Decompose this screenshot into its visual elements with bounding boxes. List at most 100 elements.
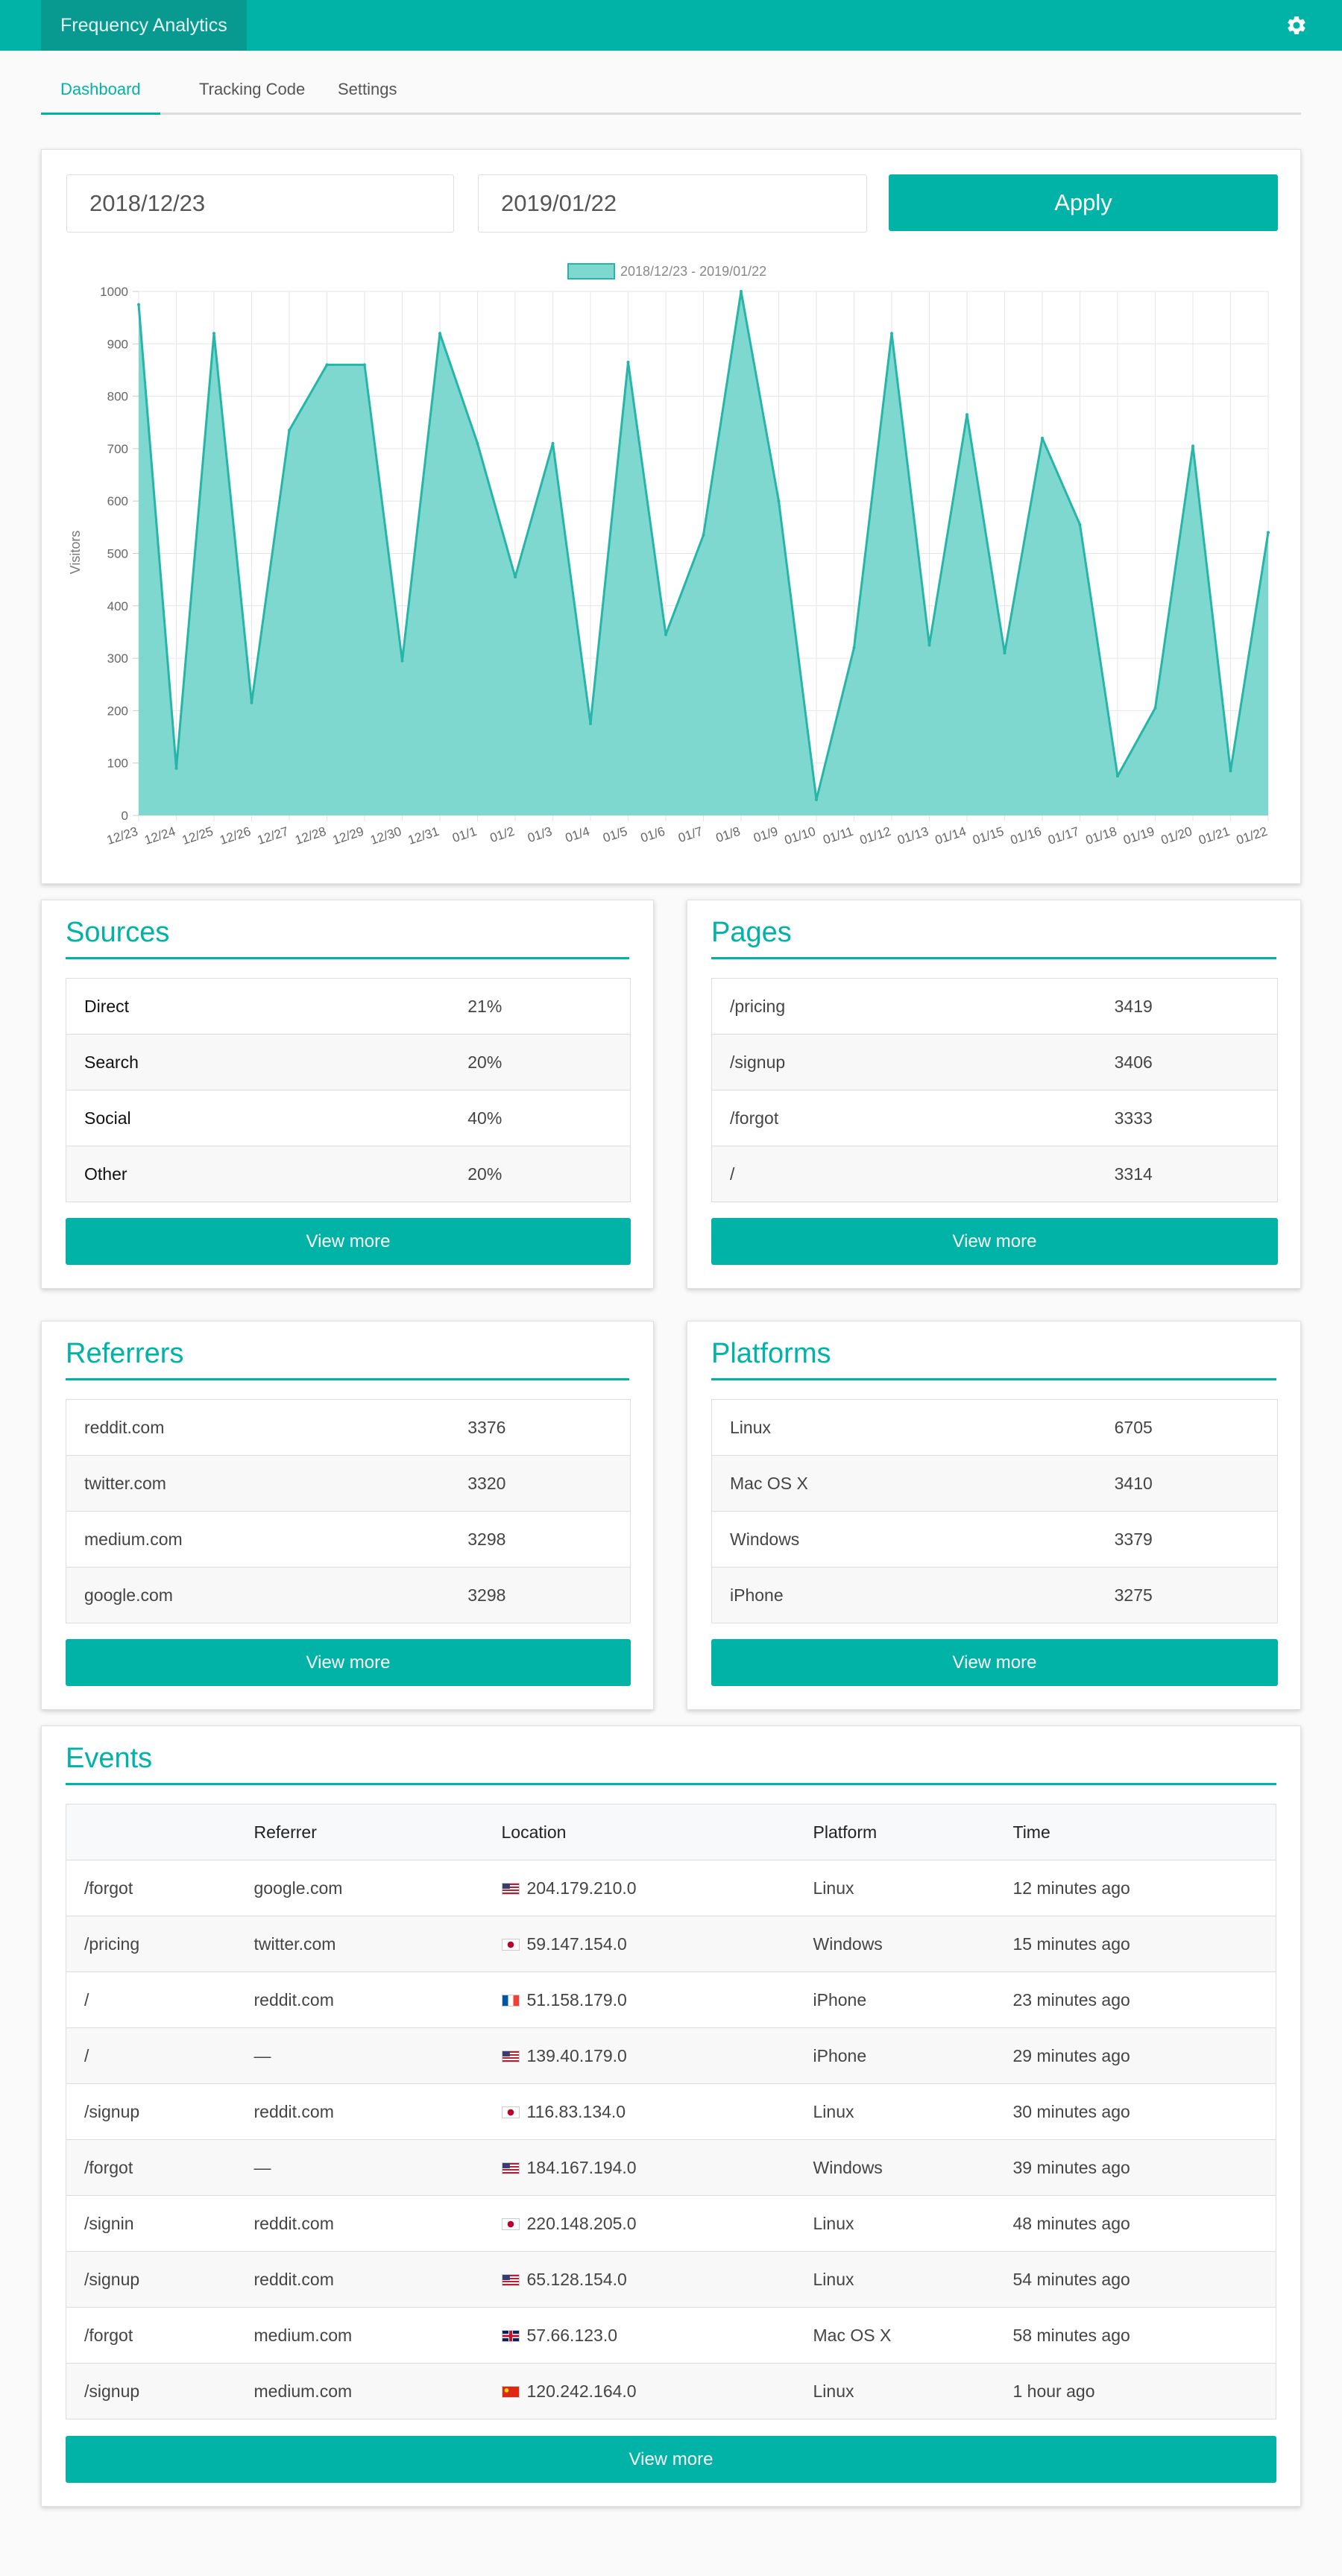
data-point[interactable] <box>250 701 253 704</box>
row-value: 3406 <box>1096 1034 1278 1090</box>
data-point[interactable] <box>702 533 705 537</box>
apply-button[interactable]: Apply <box>889 174 1278 231</box>
event-location: 57.66.123.0 <box>483 2307 796 2364</box>
y-tick-label: 500 <box>107 547 128 561</box>
y-tick-label: 400 <box>107 599 128 613</box>
data-point[interactable] <box>965 413 968 417</box>
sources-title-rule <box>66 957 629 959</box>
data-point[interactable] <box>1116 774 1119 778</box>
x-tick-label: 12/30 <box>368 824 403 847</box>
legend-label[interactable]: 2018/12/23 - 2019/01/22 <box>620 264 766 279</box>
events-view-more-button[interactable]: View more <box>66 2436 1276 2483</box>
data-point[interactable] <box>438 332 441 335</box>
x-tick-label: 01/22 <box>1235 824 1269 847</box>
data-point[interactable] <box>664 633 667 637</box>
table-row[interactable]: /forgot — 184.167.194.0 Windows 39 minutes a… <box>66 2139 1276 2196</box>
referrers-title: Referrers <box>66 1338 184 1369</box>
table-row[interactable]: /pricing twitter.com 59.147.154.0 Windows 15… <box>66 1916 1276 1972</box>
y-tick-label: 700 <box>107 442 128 456</box>
column-header[interactable]: Location <box>483 1804 796 1860</box>
data-point[interactable] <box>514 575 517 579</box>
table-row: /pricing 3419 <box>712 979 1278 1035</box>
event-referrer: reddit.com <box>236 1972 484 2028</box>
data-point[interactable] <box>1078 523 1082 526</box>
visitors-card: Apply 2018/12/23 - 2019/01/22 Visitors 0… <box>41 149 1301 884</box>
x-tick-label: 01/3 <box>526 824 553 845</box>
event-ip: 184.167.194.0 <box>526 2157 637 2177</box>
data-point[interactable] <box>740 290 743 293</box>
row-label: medium.com <box>66 1511 450 1568</box>
data-point[interactable] <box>212 332 215 335</box>
x-tick-label: 01/5 <box>601 824 629 845</box>
column-header[interactable]: Platform <box>795 1804 995 1860</box>
tab-settings[interactable]: Settings <box>338 80 397 98</box>
app-title[interactable]: Frequency Analytics <box>41 0 247 51</box>
table-row[interactable]: / — 139.40.179.0 iPhone 29 minutes ago <box>66 2027 1276 2084</box>
x-tick-label: 01/18 <box>1084 824 1118 847</box>
us-flag-icon <box>501 2274 520 2287</box>
data-point[interactable] <box>1191 444 1194 448</box>
event-time: 54 minutes ago <box>995 2251 1276 2308</box>
column-header[interactable]: Time <box>995 1804 1276 1860</box>
tab-dashboard[interactable]: Dashboard <box>41 75 160 115</box>
row-value: 3314 <box>1096 1146 1278 1202</box>
referrers-view-more-button[interactable]: View more <box>66 1639 631 1686</box>
data-point[interactable] <box>1153 706 1157 710</box>
data-point[interactable] <box>174 766 178 770</box>
event-platform: iPhone <box>795 2027 995 2084</box>
row-label: Other <box>66 1146 450 1202</box>
data-point[interactable] <box>589 722 592 725</box>
row-label: /signup <box>711 1034 1097 1090</box>
data-point[interactable] <box>476 441 479 445</box>
event-page: /forgot <box>66 2139 236 2196</box>
legend-swatch[interactable] <box>567 263 615 280</box>
platforms-view-more-button[interactable]: View more <box>711 1639 1278 1686</box>
end-date-input[interactable] <box>478 174 867 233</box>
event-location: 120.242.164.0 <box>483 2363 796 2419</box>
y-tick-label: 600 <box>107 494 128 508</box>
table-row[interactable]: /signup medium.com 120.242.164.0 Linux 1 hou… <box>66 2363 1276 2419</box>
data-point[interactable] <box>325 363 329 367</box>
gear-icon[interactable] <box>1285 14 1308 37</box>
sources-view-more-button[interactable]: View more <box>66 1218 631 1265</box>
tab-tracking-code[interactable]: Tracking Code <box>199 80 306 98</box>
table-row: /forgot 3333 <box>711 1090 1278 1146</box>
x-tick-label: 01/19 <box>1121 824 1156 847</box>
visitors-chart: 2018/12/23 - 2019/01/22 Visitors 0 100 200… <box>68 263 1270 847</box>
column-header[interactable] <box>66 1804 236 1860</box>
data-point[interactable] <box>626 360 630 364</box>
event-location: 65.128.154.0 <box>483 2251 796 2308</box>
table-row[interactable]: / reddit.com 51.158.179.0 iPhone 23 minutes … <box>66 1972 1276 2028</box>
data-point[interactable] <box>927 643 931 647</box>
gb-flag-icon <box>501 2330 520 2343</box>
x-tick-label: 01/17 <box>1046 824 1080 847</box>
data-point[interactable] <box>777 499 781 503</box>
event-page: / <box>66 1972 236 2028</box>
table-row[interactable]: /signup reddit.com 116.83.134.0 Linux 30 min… <box>66 2083 1276 2140</box>
start-date-input[interactable] <box>66 174 454 233</box>
data-point[interactable] <box>1267 531 1270 534</box>
data-point[interactable] <box>400 659 404 663</box>
table-row[interactable]: /signin reddit.com 220.148.205.0 Linux 48 mi… <box>66 2195 1276 2252</box>
column-header[interactable]: Referrer <box>236 1804 484 1860</box>
pages-view-more-button[interactable]: View more <box>711 1218 1278 1265</box>
events-title: Events <box>66 1743 153 1774</box>
data-point[interactable] <box>1041 436 1044 440</box>
data-point[interactable] <box>551 441 555 445</box>
data-point[interactable] <box>815 798 818 801</box>
table-row[interactable]: /signup reddit.com 65.128.154.0 Linux 54 min… <box>66 2251 1276 2308</box>
table-row[interactable]: /forgot google.com 204.179.210.0 Linux 12 mi… <box>66 1860 1276 1916</box>
data-point[interactable] <box>137 303 140 306</box>
data-point[interactable] <box>890 332 893 335</box>
data-point[interactable] <box>1229 769 1232 773</box>
row-label: /forgot <box>711 1090 1097 1146</box>
x-tick-label: 12/27 <box>256 824 290 847</box>
data-point[interactable] <box>852 646 856 650</box>
data-point[interactable] <box>288 429 291 432</box>
data-point[interactable] <box>1003 651 1006 655</box>
data-point[interactable] <box>363 363 366 367</box>
event-platform: Linux <box>795 2363 995 2419</box>
event-time: 29 minutes ago <box>995 2027 1276 2084</box>
event-ip: 220.148.205.0 <box>526 2213 637 2233</box>
table-row[interactable]: /forgot medium.com 57.66.123.0 Mac OS X 58 m… <box>66 2307 1276 2364</box>
